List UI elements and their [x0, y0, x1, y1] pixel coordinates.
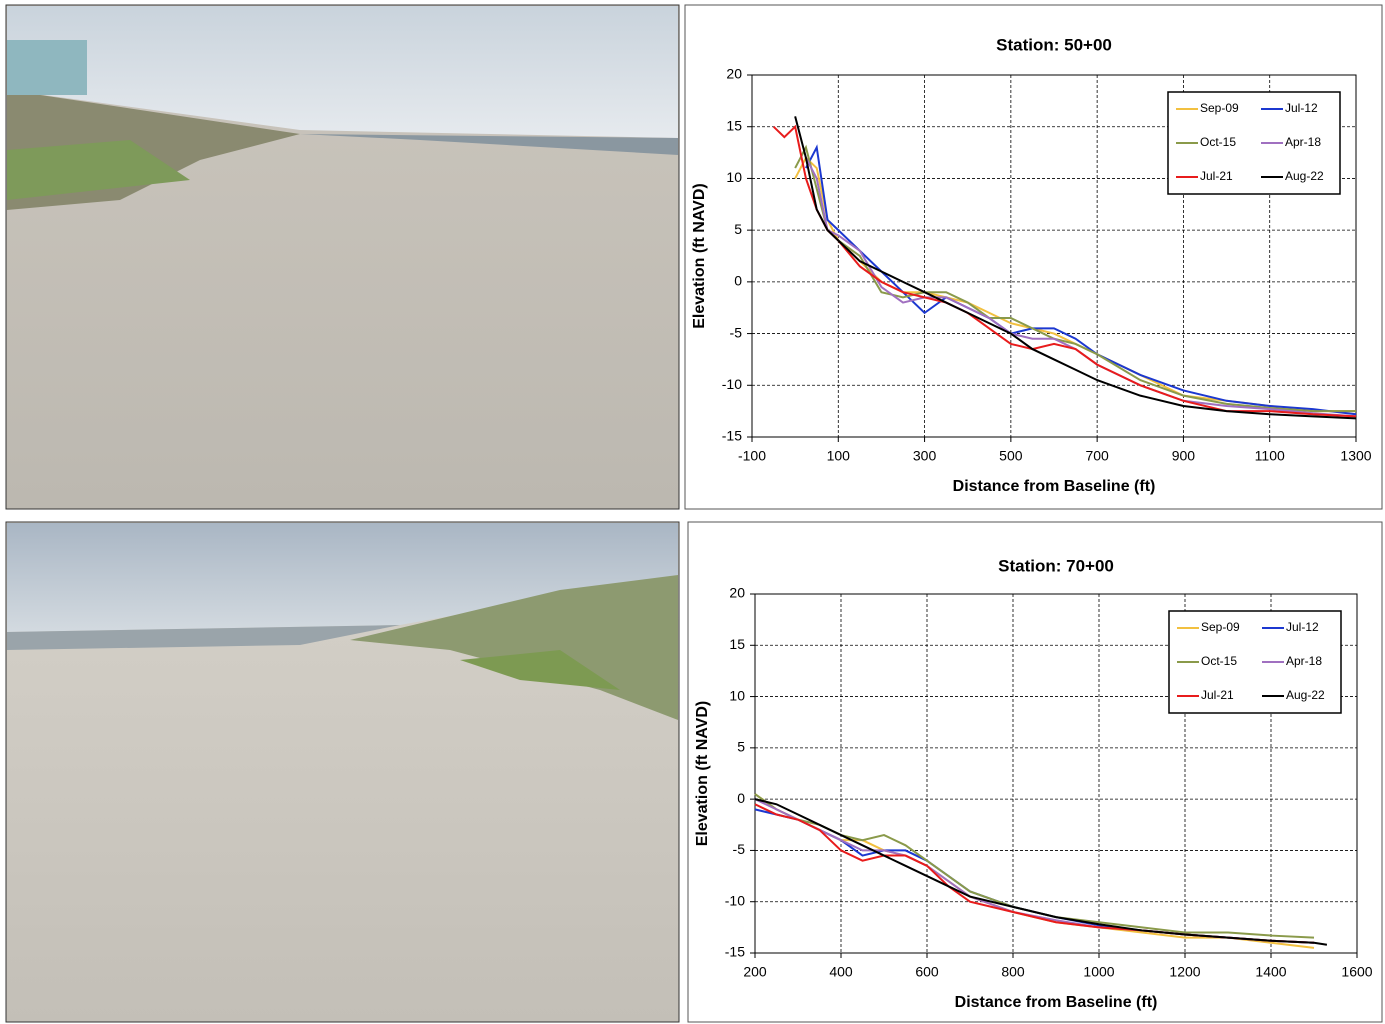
x-tick-label: 900 [1172, 448, 1196, 464]
x-tick-label: 1300 [1340, 448, 1371, 464]
x-axis-label: Distance from Baseline (ft) [955, 994, 1158, 1011]
beach-photo [5, 521, 680, 1023]
y-tick-label: -5 [730, 324, 743, 340]
legend-label: Oct-15 [1201, 654, 1237, 668]
x-tick-label: 800 [1001, 964, 1025, 980]
x-tick-label: 500 [999, 448, 1023, 464]
x-tick-label: 600 [915, 964, 939, 980]
legend-label: Jul-21 [1200, 169, 1233, 183]
legend-label: Aug-22 [1285, 169, 1324, 183]
y-tick-label: -10 [725, 892, 745, 908]
series-line [805, 157, 1357, 418]
y-axis-label: Elevation (ft NAVD) [694, 701, 711, 846]
x-tick-label: 1000 [1083, 964, 1114, 980]
beach-photo [5, 4, 680, 510]
x-tick-label: 400 [829, 964, 853, 980]
legend-label: Apr-18 [1286, 654, 1322, 668]
legend-label: Oct-15 [1200, 135, 1236, 149]
x-tick-label: -100 [738, 448, 766, 464]
y-tick-label: 20 [726, 66, 742, 82]
x-tick-label: 200 [743, 964, 767, 980]
x-tick-label: 1600 [1341, 964, 1372, 980]
y-tick-label: -15 [722, 428, 742, 444]
x-tick-label: 1400 [1255, 964, 1286, 980]
y-tick-label: -5 [733, 841, 746, 857]
x-tick-label: 100 [827, 448, 851, 464]
legend-label: Jul-12 [1285, 101, 1318, 115]
x-tick-label: 700 [1085, 448, 1109, 464]
y-tick-label: 10 [726, 169, 742, 185]
x-axis-label: Distance from Baseline (ft) [953, 478, 1156, 495]
series-line [754, 798, 1328, 946]
y-tick-label: 15 [726, 117, 742, 133]
y-tick-label: 0 [734, 273, 742, 289]
x-tick-label: 1100 [1255, 448, 1285, 464]
legend-label: Apr-18 [1285, 135, 1321, 149]
chart-title: Station: 70+00 [998, 556, 1114, 575]
y-tick-label: 10 [729, 687, 745, 703]
y-tick-label: 5 [737, 739, 745, 755]
y-tick-label: 5 [734, 221, 742, 237]
y-tick-label: 20 [729, 585, 745, 601]
x-tick-label: 1200 [1169, 964, 1200, 980]
legend-label: Jul-21 [1201, 688, 1234, 702]
y-tick-label: -15 [725, 944, 745, 960]
chart-frame [684, 4, 1383, 510]
chart-frame [687, 521, 1383, 1023]
y-tick-label: 0 [737, 790, 745, 806]
plot-area [751, 74, 1357, 438]
legend-label: Aug-22 [1286, 688, 1325, 702]
y-tick-label: 15 [729, 636, 745, 652]
chart-title: Station: 50+00 [996, 35, 1112, 54]
plot-area [754, 593, 1358, 954]
legend-label: Jul-12 [1286, 620, 1319, 634]
y-axis-label: Elevation (ft NAVD) [691, 183, 708, 328]
series-line [794, 116, 1357, 420]
y-tick-label: -10 [722, 376, 742, 392]
legend-label: Sep-09 [1200, 101, 1239, 115]
legend-label: Sep-09 [1201, 620, 1240, 634]
x-tick-label: 300 [913, 448, 937, 464]
